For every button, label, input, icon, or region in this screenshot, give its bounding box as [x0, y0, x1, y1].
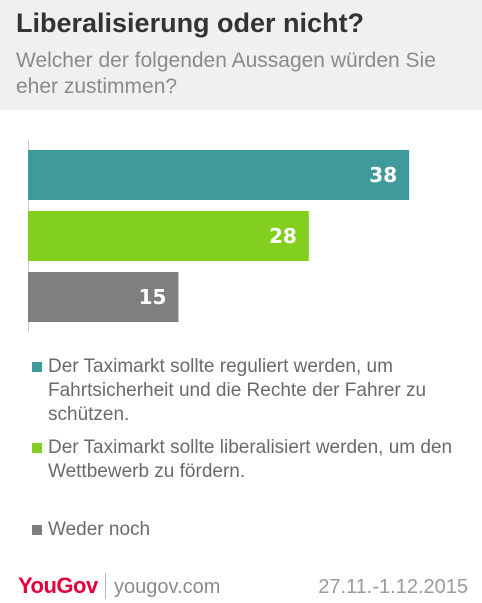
- legend-swatch-liberalisiert: [32, 443, 42, 453]
- legend-label-weder-noch: Weder noch: [48, 519, 151, 540]
- bar-value-label-reguliert: 38: [369, 163, 397, 187]
- bar-reguliert: [28, 150, 410, 200]
- legend-swatch-reguliert: [32, 362, 42, 372]
- site-link[interactable]: yougov.com: [114, 576, 221, 598]
- chart-header: Liberalisierung oder nicht? Welcher der …: [0, 0, 482, 110]
- bar-weder-noch: [28, 272, 179, 322]
- chart-subtitle: Welcher der folgenden Aussagen würden Si…: [16, 49, 436, 98]
- legend-item-weder-noch: Weder noch: [32, 518, 472, 542]
- legend-item-reguliert: Der Taximarkt sollte reguliert werden, u…: [32, 355, 472, 427]
- bars-group: 38 28 15: [28, 150, 410, 322]
- legend-item-liberalisiert: Der Taximarkt sollte liberalisiert werde…: [32, 436, 472, 484]
- footer-divider: [105, 573, 106, 599]
- legend-swatch-weder-noch: [32, 525, 42, 535]
- yougov-logo: YouGov: [18, 573, 98, 598]
- legend-label-reguliert: Der Taximarkt sollte reguliert werden, u…: [48, 356, 427, 425]
- bar-value-label-weder-noch: 15: [139, 285, 167, 309]
- footer: YouGov yougov.com 27.11.-1.12.2015: [0, 565, 482, 603]
- legend-label-liberalisiert: Der Taximarkt sollte liberalisiert werde…: [48, 437, 453, 482]
- bar-chart: 38 28 15: [28, 140, 410, 332]
- bar-value-label-liberalisiert: 28: [269, 224, 297, 248]
- bar-liberalisiert: [28, 211, 309, 261]
- chart-title: Liberalisierung oder nicht?: [16, 8, 365, 38]
- survey-date: 27.11.-1.12.2015: [318, 576, 468, 598]
